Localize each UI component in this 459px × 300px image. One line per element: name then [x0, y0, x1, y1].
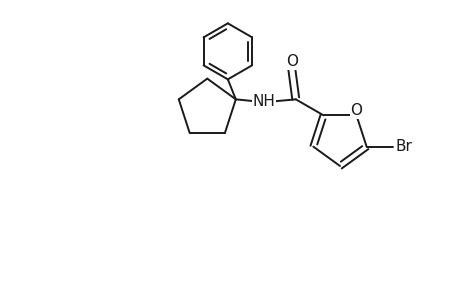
Text: O: O: [350, 103, 362, 118]
Text: O: O: [285, 54, 297, 69]
Text: NH: NH: [252, 94, 274, 109]
Text: Br: Br: [394, 139, 411, 154]
